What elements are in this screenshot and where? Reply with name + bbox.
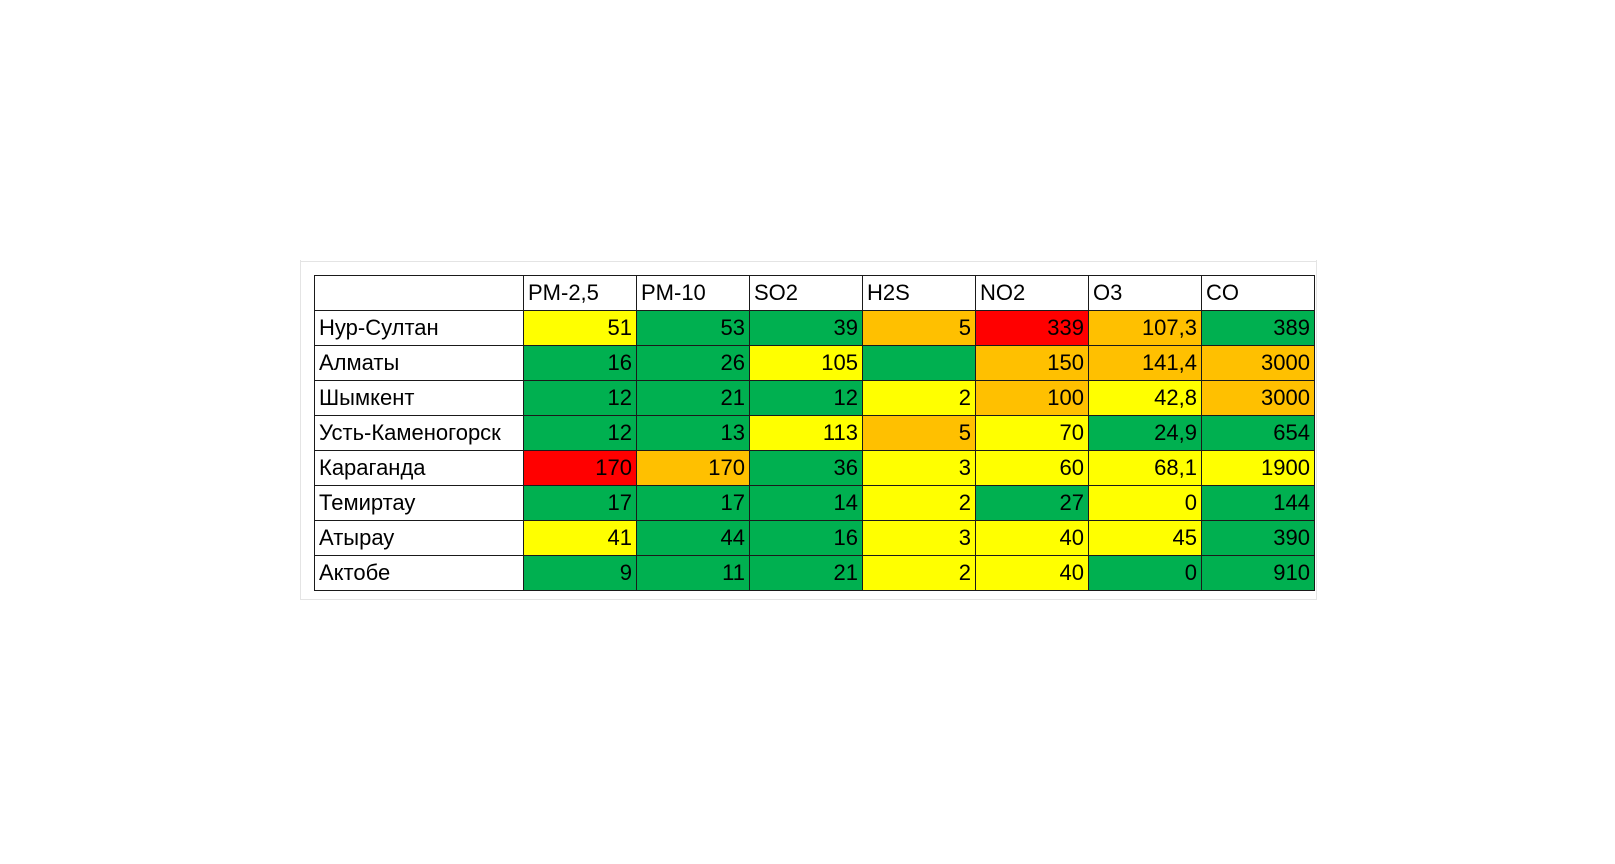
- value-cell[interactable]: 17: [523, 485, 637, 521]
- city-name-cell[interactable]: Шымкент: [314, 380, 524, 416]
- value-cell[interactable]: [862, 345, 976, 381]
- air-quality-table: PM-2,5 PM-10 SO2 H2S NO2 O3 CO Нур-Султан 51 53 39…: [314, 275, 1315, 591]
- value-cell[interactable]: 44: [636, 520, 750, 556]
- value-cell[interactable]: 51: [523, 310, 637, 346]
- value-cell[interactable]: 70: [975, 415, 1089, 451]
- value-cell[interactable]: 105: [749, 345, 863, 381]
- value-cell[interactable]: 5: [862, 310, 976, 346]
- table-row: Алматы 16 26 105 150 141,4 3000: [314, 345, 1315, 381]
- column-header[interactable]: PM-10: [636, 275, 750, 311]
- value-cell[interactable]: 12: [749, 380, 863, 416]
- value-cell[interactable]: 41: [523, 520, 637, 556]
- value-cell[interactable]: 0: [1088, 555, 1202, 591]
- value-cell[interactable]: 45: [1088, 520, 1202, 556]
- value-cell[interactable]: 0: [1088, 485, 1202, 521]
- value-cell[interactable]: 654: [1201, 415, 1315, 451]
- column-header[interactable]: CO: [1201, 275, 1315, 311]
- table-row: Караганда 170 170 36 3 60 68,1 1900: [314, 450, 1315, 486]
- city-name-cell[interactable]: Усть-Каменогорск: [314, 415, 524, 451]
- value-cell[interactable]: 11: [636, 555, 750, 591]
- value-cell[interactable]: 60: [975, 450, 1089, 486]
- value-cell[interactable]: 100: [975, 380, 1089, 416]
- gridline-right: [1316, 260, 1317, 600]
- table-row: Нур-Султан 51 53 39 5 339 107,3 389: [314, 310, 1315, 346]
- table-row: Атырау 41 44 16 3 40 45 390: [314, 520, 1315, 556]
- value-cell[interactable]: 68,1: [1088, 450, 1202, 486]
- value-cell[interactable]: 150: [975, 345, 1089, 381]
- value-cell[interactable]: 3: [862, 520, 976, 556]
- value-cell[interactable]: 144: [1201, 485, 1315, 521]
- value-cell[interactable]: 170: [636, 450, 750, 486]
- value-cell[interactable]: 17: [636, 485, 750, 521]
- value-cell[interactable]: 3000: [1201, 380, 1315, 416]
- value-cell[interactable]: 2: [862, 555, 976, 591]
- value-cell[interactable]: 40: [975, 555, 1089, 591]
- value-cell[interactable]: 2: [862, 380, 976, 416]
- value-cell[interactable]: 53: [636, 310, 750, 346]
- column-header[interactable]: O3: [1088, 275, 1202, 311]
- value-cell[interactable]: 26: [636, 345, 750, 381]
- city-name-cell[interactable]: Караганда: [314, 450, 524, 486]
- value-cell[interactable]: 2: [862, 485, 976, 521]
- gridline-bottom: [300, 599, 1317, 600]
- value-cell[interactable]: 14: [749, 485, 863, 521]
- value-cell[interactable]: 339: [975, 310, 1089, 346]
- value-cell[interactable]: 5: [862, 415, 976, 451]
- value-cell[interactable]: 3000: [1201, 345, 1315, 381]
- column-header[interactable]: NO2: [975, 275, 1089, 311]
- corner-cell[interactable]: [314, 275, 524, 311]
- table-row: Актобе 9 11 21 2 40 0 910: [314, 555, 1315, 591]
- city-name-cell[interactable]: Актобе: [314, 555, 524, 591]
- value-cell[interactable]: 12: [523, 415, 637, 451]
- gridline-left: [300, 260, 301, 600]
- value-cell[interactable]: 3: [862, 450, 976, 486]
- column-header[interactable]: PM-2,5: [523, 275, 637, 311]
- table-body: PM-2,5 PM-10 SO2 H2S NO2 O3 CO Нур-Султан 51 53 39…: [314, 275, 1315, 591]
- value-cell[interactable]: 16: [523, 345, 637, 381]
- value-cell[interactable]: 389: [1201, 310, 1315, 346]
- value-cell[interactable]: 40: [975, 520, 1089, 556]
- table-row: Темиртау 17 17 14 2 27 0 144: [314, 485, 1315, 521]
- value-cell[interactable]: 39: [749, 310, 863, 346]
- value-cell[interactable]: 390: [1201, 520, 1315, 556]
- gridline-top: [300, 261, 1317, 262]
- value-cell[interactable]: 141,4: [1088, 345, 1202, 381]
- value-cell[interactable]: 9: [523, 555, 637, 591]
- value-cell[interactable]: 107,3: [1088, 310, 1202, 346]
- column-header[interactable]: H2S: [862, 275, 976, 311]
- value-cell[interactable]: 170: [523, 450, 637, 486]
- value-cell[interactable]: 16: [749, 520, 863, 556]
- value-cell[interactable]: 13: [636, 415, 750, 451]
- header-row: PM-2,5 PM-10 SO2 H2S NO2 O3 CO: [314, 275, 1315, 311]
- value-cell[interactable]: 27: [975, 485, 1089, 521]
- city-name-cell[interactable]: Нур-Султан: [314, 310, 524, 346]
- table-row: Усть-Каменогорск 12 13 113 5 70 24,9 654: [314, 415, 1315, 451]
- column-header[interactable]: SO2: [749, 275, 863, 311]
- value-cell[interactable]: 1900: [1201, 450, 1315, 486]
- value-cell[interactable]: 24,9: [1088, 415, 1202, 451]
- value-cell[interactable]: 36: [749, 450, 863, 486]
- city-name-cell[interactable]: Атырау: [314, 520, 524, 556]
- city-name-cell[interactable]: Темиртау: [314, 485, 524, 521]
- value-cell[interactable]: 42,8: [1088, 380, 1202, 416]
- table-row: Шымкент 12 21 12 2 100 42,8 3000: [314, 380, 1315, 416]
- city-name-cell[interactable]: Алматы: [314, 345, 524, 381]
- value-cell[interactable]: 12: [523, 380, 637, 416]
- value-cell[interactable]: 910: [1201, 555, 1315, 591]
- value-cell[interactable]: 113: [749, 415, 863, 451]
- value-cell[interactable]: 21: [749, 555, 863, 591]
- value-cell[interactable]: 21: [636, 380, 750, 416]
